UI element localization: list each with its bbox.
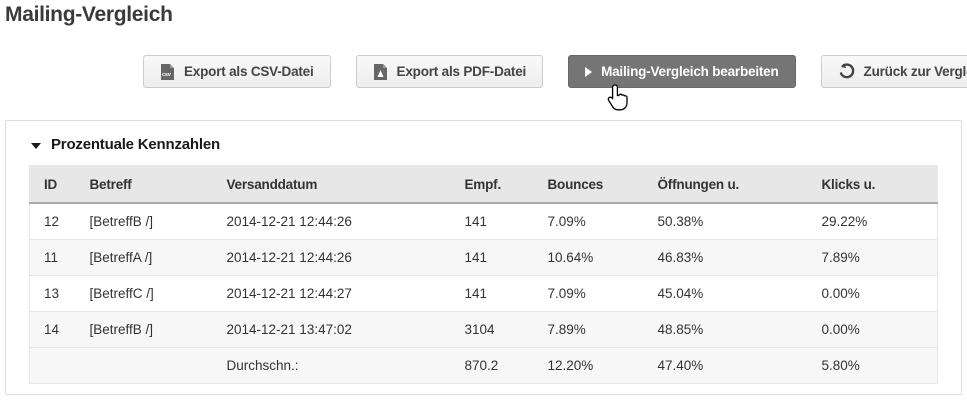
export-pdf-label: Export als PDF-Datei (396, 64, 527, 79)
undo-icon (838, 63, 855, 80)
table-cell: 13 (29, 275, 76, 312)
table-cell: 141 (450, 202, 534, 240)
table-cell: 46.83% (643, 239, 808, 276)
metrics-panel: Prozentuale Kennzahlen ID Betreff Versandd… (5, 120, 962, 395)
table-cell: [BetreffC /] (75, 275, 213, 312)
column-header: Klicks u. (807, 165, 938, 204)
svg-text:csv: csv (162, 72, 172, 78)
export-pdf-button[interactable]: Export als PDF-Datei (355, 55, 544, 88)
table-cell: 5.80% (807, 347, 938, 384)
pdf-file-icon (373, 63, 388, 81)
back-to-overview-label: Zurück zur Vergleichsübersicht (863, 64, 967, 79)
table-cell: 50.38% (643, 202, 808, 240)
table-cell: 7.89% (807, 239, 938, 276)
table-cell: 10.64% (533, 239, 644, 276)
summary-row: Durchschn.: 870.2 12.20% 47.40% 5.80% (29, 347, 938, 384)
table-cell: [BetreffA /] (75, 239, 213, 276)
table-cell: 2014-12-21 12:44:27 (212, 275, 451, 312)
table-cell: 141 (450, 275, 534, 312)
column-header: ID (29, 165, 76, 204)
table-row: 11 [BetreffA /] 2014-12-21 12:44:26 141 10.6… (29, 239, 938, 276)
panel-header[interactable]: Prozentuale Kennzahlen (6, 121, 961, 165)
table-cell: 11 (29, 239, 76, 276)
table-cell: 2014-12-21 12:44:26 (212, 202, 451, 240)
table-cell: 48.85% (643, 311, 808, 348)
table-cell: 29.22% (807, 202, 938, 240)
page-title: Mailing-Vergleich (5, 3, 173, 26)
table-cell: 141 (450, 239, 534, 276)
table-cell: 2014-12-21 13:47:02 (212, 311, 451, 348)
table-cell: 7.09% (533, 275, 644, 312)
table-row: 14 [BetreffB /] 2014-12-21 13:47:02 3104 7.8… (29, 311, 938, 348)
table-cell: 47.40% (643, 347, 808, 384)
table-cell: 0.00% (807, 275, 938, 312)
table-cell: 14 (29, 311, 76, 348)
hand-cursor (606, 83, 630, 118)
table-cell: 2014-12-21 12:44:26 (212, 239, 451, 276)
metrics-table: ID Betreff Versanddatum Empf. Bounces Öffnung… (29, 165, 938, 384)
table-cell: 12.20% (533, 347, 644, 384)
column-header: Bounces (533, 165, 644, 204)
back-to-overview-button[interactable]: Zurück zur Vergleichsübersicht (820, 55, 967, 88)
table-cell: 45.04% (643, 275, 808, 312)
table-cell: [BetreffB /] (75, 311, 213, 348)
table-cell: Durchschn.: (212, 347, 451, 384)
table-cell: 3104 (450, 311, 534, 348)
column-header: Empf. (450, 165, 534, 204)
column-header: Betreff (75, 165, 213, 204)
panel-title: Prozentuale Kennzahlen (51, 136, 220, 153)
table-cell: 0.00% (807, 311, 938, 348)
collapse-triangle-icon[interactable] (31, 142, 41, 149)
table-cell: 7.89% (533, 311, 644, 348)
column-header: Öffnungen u. (643, 165, 808, 204)
toolbar: csv Export als CSV-Datei Export als PDF-… (143, 55, 967, 88)
export-csv-button[interactable]: csv Export als CSV-Datei (143, 55, 331, 88)
table-cell: [BetreffB /] (75, 202, 213, 240)
csv-file-icon: csv (160, 63, 175, 81)
edit-comparison-button[interactable]: Mailing-Vergleich bearbeiten (568, 55, 796, 88)
table-cell (29, 347, 76, 384)
table-cell: 870.2 (450, 347, 534, 384)
export-csv-label: Export als CSV-Datei (184, 64, 314, 79)
play-icon (585, 66, 593, 77)
column-header: Versanddatum (212, 165, 451, 204)
edit-comparison-label: Mailing-Vergleich bearbeiten (601, 64, 779, 79)
table-row: 12 [BetreffB /] 2014-12-21 12:44:26 141 7.09… (29, 202, 938, 240)
table-header: ID Betreff Versanddatum Empf. Bounces Öffnung… (29, 165, 938, 204)
table-cell: 12 (29, 202, 76, 240)
table-cell: 7.09% (533, 202, 644, 240)
table-row: 13 [BetreffC /] 2014-12-21 12:44:27 141 7.09… (29, 275, 938, 312)
table-cell (75, 347, 213, 384)
